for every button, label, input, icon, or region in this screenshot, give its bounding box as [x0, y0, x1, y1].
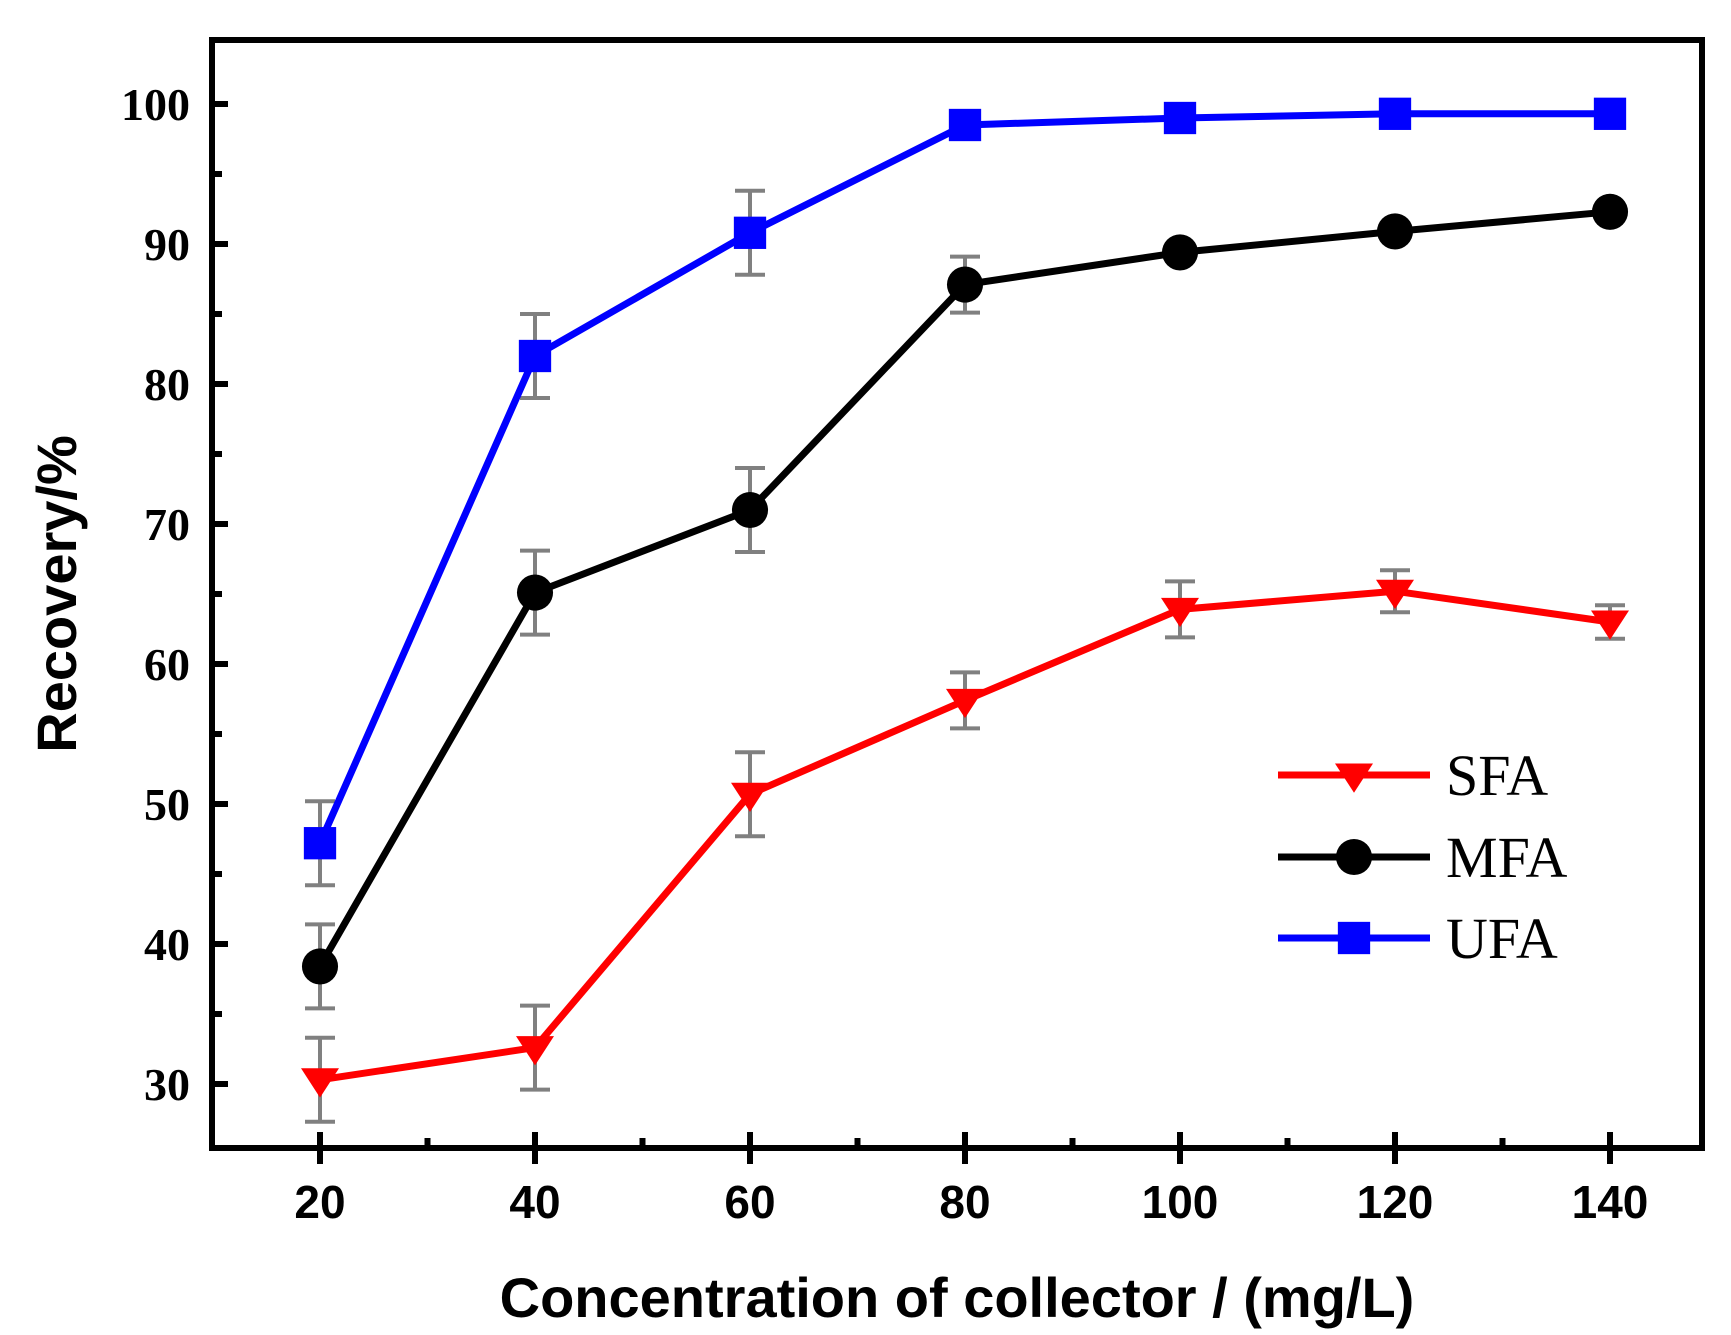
y-tick-label: 30: [144, 1059, 190, 1110]
legend-label-sfa: SFA: [1446, 743, 1548, 808]
data-point-mfa: [1376, 213, 1414, 250]
legend-marker-sfa: [1335, 763, 1373, 793]
data-point-ufa: [1378, 97, 1412, 130]
data-point-ufa: [733, 216, 767, 249]
error-bars: [305, 104, 1625, 1124]
x-tick-label: 100: [1142, 1176, 1219, 1228]
series-line-ufa: [316, 110, 1610, 845]
series-line-sfa: [319, 587, 1611, 1084]
data-point-ufa: [518, 339, 552, 373]
y-axis-title: Recovery/%: [25, 435, 88, 753]
x-tick-label: 120: [1357, 1176, 1434, 1228]
legend-marker-mfa: [1335, 838, 1373, 876]
x-tick-label: 140: [1572, 1176, 1649, 1228]
data-point-sfa: [1161, 597, 1199, 628]
y-tick-label: 80: [144, 359, 190, 410]
x-tick-label: 40: [509, 1176, 560, 1228]
data-point-mfa: [1161, 234, 1199, 271]
data-point-sfa: [1376, 579, 1414, 609]
axis-ticks: [212, 101, 1613, 1164]
x-axis-title: Concentration of collector / (mg/L): [500, 1266, 1415, 1329]
data-point-mfa: [516, 574, 554, 611]
y-tick-label: 60: [144, 639, 190, 690]
legend-item-sfa: SFA: [1278, 743, 1548, 808]
data-point-sfa: [1591, 610, 1629, 640]
legend-item-ufa: UFA: [1278, 906, 1558, 971]
plot-frame: [209, 37, 1705, 1151]
x-tick-label: 80: [939, 1176, 990, 1228]
legend-label-ufa: UFA: [1446, 906, 1558, 971]
y-tick-label: 90: [144, 219, 190, 270]
legend-label-mfa: MFA: [1446, 825, 1568, 890]
y-tick-label: 70: [144, 499, 190, 550]
data-point-sfa: [946, 688, 984, 719]
data-point-sfa: [301, 1068, 339, 1098]
data-point-mfa: [1591, 193, 1629, 230]
data-point-sfa: [516, 1036, 554, 1066]
data-point-ufa: [303, 827, 337, 860]
legend-item-mfa: MFA: [1278, 825, 1568, 890]
data-point-mfa: [946, 266, 984, 303]
x-tick-label: 20: [294, 1176, 345, 1228]
series-markers: [301, 97, 1629, 1098]
x-tick-label: 60: [724, 1176, 775, 1228]
series-line-mfa: [316, 208, 1611, 969]
data-point-mfa: [301, 948, 339, 985]
data-point-ufa: [948, 108, 982, 142]
y-tick-label: 50: [144, 779, 190, 830]
data-point-mfa: [731, 491, 769, 529]
y-tick-label: 100: [121, 79, 190, 130]
legend-marker-ufa: [1337, 921, 1371, 955]
data-point-ufa: [1163, 101, 1197, 135]
legend: SFA MFA UFA: [1278, 743, 1568, 971]
data-point-sfa: [731, 782, 769, 812]
data-point-ufa: [1593, 97, 1627, 130]
axis-tick-labels: 20 40 60 80 100 120 140 30 40 50 60 70 80 90 100: [121, 79, 1648, 1228]
y-tick-label: 40: [144, 919, 190, 970]
